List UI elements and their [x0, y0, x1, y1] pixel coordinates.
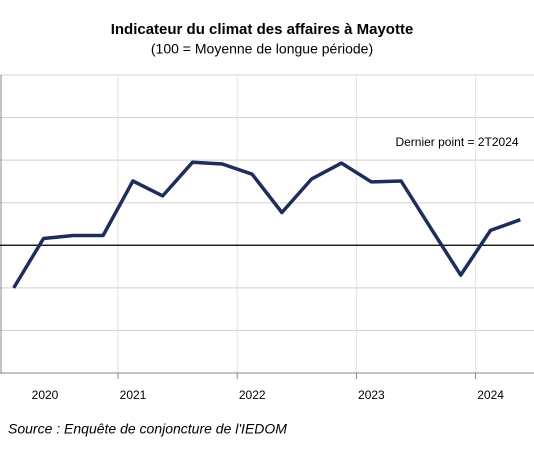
annotation: Dernier point = 2T2024 [395, 135, 518, 149]
chart-subtitle: (100 = Moyenne de longue période) [151, 41, 373, 57]
x-tick-label: 2024 [477, 388, 504, 402]
source: Source : Enquête de conjoncture de l'IED… [8, 421, 287, 437]
data-line [12, 160, 521, 289]
chart-title: Indicateur du climat des affaires à Mayo… [111, 21, 414, 38]
x-tick-label: 2023 [358, 388, 385, 402]
x-tick-label: 2021 [120, 388, 147, 402]
x-tick-label: 2022 [239, 388, 266, 402]
x-tick-label: 2020 [32, 388, 59, 402]
